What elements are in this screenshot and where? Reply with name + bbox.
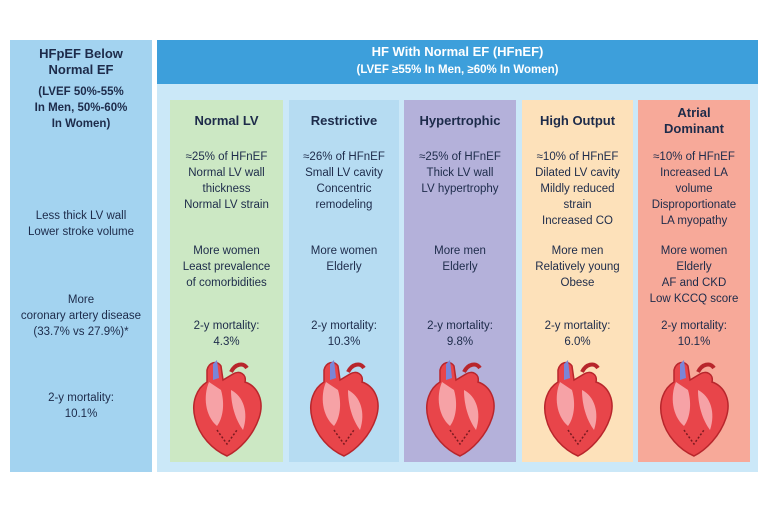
- column-profile: AF and CKD: [661, 277, 727, 289]
- column-title: Hypertrophic: [419, 113, 501, 128]
- column-features: ≈25% of HFnEF: [185, 151, 268, 163]
- column-features: strain: [563, 199, 592, 211]
- left-comorbidity: More: [67, 294, 95, 306]
- column-features: volume: [675, 183, 713, 195]
- column-title: Restrictive: [310, 113, 378, 128]
- left-subtitle: (LVEF 50%-55%: [38, 86, 124, 98]
- column-features: Normal LV strain: [184, 199, 269, 211]
- column-title: Dominant: [664, 121, 724, 136]
- left-title: HFpEF Below: [39, 46, 123, 61]
- column-profile: of comorbidities: [186, 277, 267, 289]
- column-profile: More women: [310, 245, 378, 257]
- column-features: remodeling: [315, 199, 373, 211]
- column-mortality: 10.1%: [677, 336, 711, 348]
- column-features: Increased LA: [660, 167, 728, 179]
- column-profile: Elderly: [676, 261, 712, 273]
- column-profile: More women: [660, 245, 728, 257]
- column-features: Increased CO: [542, 215, 613, 227]
- left-feature: Lower stroke volume: [27, 226, 135, 238]
- left-panel: HFpEF Below Normal EF (LVEF 50%-55% In Men,…: [10, 40, 152, 472]
- column-mortality: 2-y mortality:: [427, 320, 493, 332]
- header-subtitle: (LVEF ≥55% In Men, ≥60% In Women): [356, 64, 559, 76]
- column-mortality: 2-y mortality:: [311, 320, 377, 332]
- column-features: LA myopathy: [660, 215, 728, 227]
- left-mortality: 10.1%: [64, 408, 98, 420]
- column-profile: More women: [193, 245, 260, 257]
- column-features: ≈10% of HFnEF: [536, 151, 619, 163]
- column-profile: Least prevalence: [182, 261, 271, 273]
- heart-illustration: [658, 360, 731, 458]
- heart-illustration: [542, 360, 614, 458]
- column-mortality: 10.3%: [327, 336, 361, 348]
- column: Atrial Dominant ≈10% of HFnEF Increased LA v…: [638, 100, 750, 462]
- left-comorbidity: coronary artery disease: [20, 310, 142, 322]
- left-subtitle: In Men, 50%-60%: [34, 102, 128, 114]
- header: HF With Normal EF (HFnEF) (LVEF ≥55% In M…: [157, 40, 758, 84]
- left-comorbidity: (33.7% vs 27.9%)*: [33, 326, 129, 338]
- column-mortality: 4.3%: [213, 336, 240, 348]
- column: Normal LV ≈25% of HFnEF Normal LV wall thic…: [170, 100, 283, 462]
- column-features: Dilated LV cavity: [535, 167, 620, 179]
- column-title: Normal LV: [194, 113, 259, 128]
- column: Restrictive ≈26% of HFnEF Small LV cavity C…: [289, 100, 399, 462]
- left-mortality: 2-y mortality:: [48, 392, 114, 404]
- column-profile: Relatively young: [535, 261, 620, 273]
- heart-illustration: [424, 360, 497, 458]
- heart-illustration: [308, 360, 381, 458]
- column-profile: Low KCCQ score: [649, 293, 739, 305]
- column-title: Atrial: [677, 105, 711, 120]
- column-features: ≈10% of HFnEF: [653, 151, 735, 163]
- column-features: Mildly reduced: [540, 183, 615, 195]
- left-feature: Less thick LV wall: [35, 210, 127, 222]
- column-mortality: 2-y mortality:: [661, 320, 727, 332]
- column-features: Concentric: [316, 183, 372, 195]
- header-title: HF With Normal EF (HFnEF): [371, 44, 544, 59]
- heart-illustration: [191, 360, 263, 458]
- column-mortality: 2-y mortality:: [544, 320, 611, 332]
- column-mortality: 9.8%: [446, 336, 474, 348]
- column-profile: More men: [434, 245, 486, 257]
- column-profile: Elderly: [442, 261, 478, 273]
- column-profile: Elderly: [326, 261, 362, 273]
- column-features: ≈25% of HFnEF: [419, 151, 501, 163]
- left-subtitle: In Women): [51, 118, 111, 130]
- column-features: Thick LV wall: [426, 167, 494, 179]
- column-title: High Output: [539, 113, 616, 128]
- column-mortality: 2-y mortality:: [193, 320, 260, 332]
- column-features: LV hypertrophy: [421, 183, 499, 195]
- column-features: Normal LV wall: [188, 167, 265, 179]
- column: Hypertrophic ≈25% of HFnEF Thick LV wall LV…: [404, 100, 516, 462]
- column-features: Small LV cavity: [305, 167, 383, 179]
- column: High Output ≈10% of HFnEF Dilated LV cavit…: [522, 100, 633, 462]
- left-title: Normal EF: [48, 62, 114, 77]
- column-profile: Obese: [560, 277, 595, 289]
- column-mortality: 6.0%: [564, 336, 591, 348]
- column-profile: More men: [551, 245, 604, 257]
- column-features: ≈26% of HFnEF: [303, 151, 385, 163]
- column-features: Disproportionate: [651, 199, 737, 211]
- column-features: thickness: [202, 183, 251, 195]
